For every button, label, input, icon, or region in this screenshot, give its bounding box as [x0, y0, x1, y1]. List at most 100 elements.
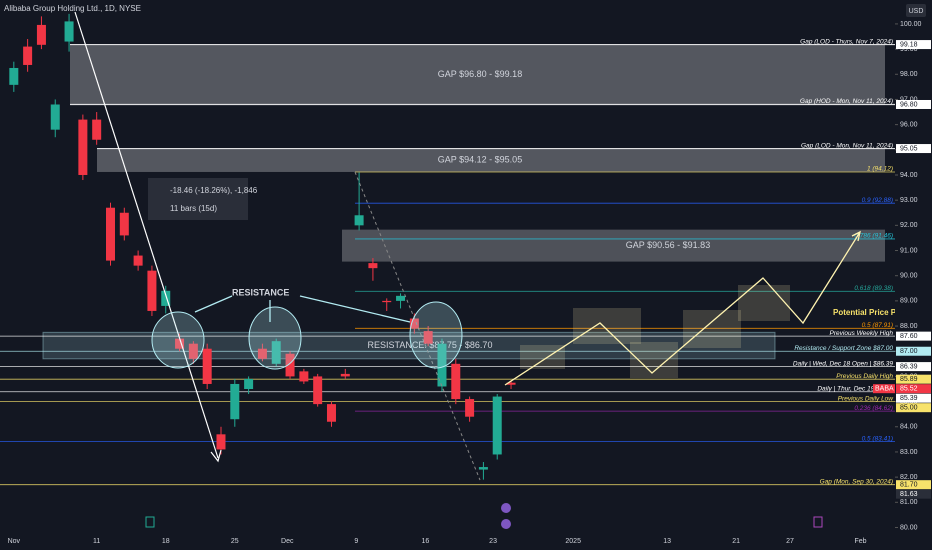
measure-change: -18.46 (-18.26%), -1,846: [170, 186, 258, 195]
x-tick-label: Dec: [281, 538, 294, 545]
candle-body: [105, 207, 115, 261]
candle-body: [161, 290, 171, 306]
measure-bars: 11 bars (15d): [170, 204, 217, 213]
candle-body: [244, 378, 254, 390]
y-tick-label: 93.00: [900, 197, 918, 204]
candle-body: [9, 67, 19, 85]
price-tag-label: 85.52: [900, 386, 918, 393]
candle-body: [230, 383, 240, 420]
level-label: Gap (Mon, Sep 30, 2024): [820, 478, 893, 485]
y-tick-label: 92.00: [900, 222, 918, 229]
currency-box: [906, 4, 926, 17]
candle-body: [147, 270, 157, 311]
candle-body: [202, 348, 212, 384]
candle-body: [92, 119, 102, 140]
zone-label: RESISTANCE: $87.75 - $86.70: [368, 340, 493, 350]
candle-body: [133, 255, 143, 266]
zone-label: GAP $90.56 - $91.83: [626, 240, 710, 250]
x-tick-label: 27: [786, 538, 794, 545]
candle-body: [175, 338, 185, 349]
price-tag: [896, 144, 931, 154]
price-tag: [896, 99, 931, 109]
event-icons: [145, 503, 823, 529]
candle-body: [478, 467, 488, 470]
price-tag: [896, 374, 931, 384]
x-tick-label: 9: [354, 538, 358, 545]
level-label: 0.618 (89.38): [854, 285, 893, 292]
x-tick-label: 2025: [565, 538, 581, 545]
level-label: Gap (HOD - Mon, Nov 11, 2024): [800, 98, 893, 105]
price-tag-label: 99.18: [900, 41, 918, 48]
y-tick-label: 83.00: [900, 449, 918, 456]
y-tick-label: 98.00: [900, 71, 918, 78]
candle-body: [64, 21, 74, 42]
price-axis: [895, 0, 932, 550]
price-tag-label: 87.60: [900, 333, 918, 340]
price-tag: [896, 489, 931, 499]
y-tick-label: 88.00: [900, 323, 918, 330]
y-tick-label: 90.00: [900, 273, 918, 280]
y-tick-label: 82.00: [900, 474, 918, 481]
circle: [248, 306, 302, 370]
arrow-head: [210, 449, 222, 463]
candle-body: [506, 382, 516, 385]
y-tick-label: 99.00: [900, 46, 918, 53]
level-label: Resistance / Support Zone $87.00: [794, 345, 893, 352]
gap-zone: [97, 148, 885, 172]
candle-body: [119, 212, 129, 236]
level-label: Daily | Wed, Dec 18 Open | $86.39: [793, 360, 893, 367]
circle: [151, 311, 205, 369]
candle-body: [368, 263, 378, 269]
y-tick-label: 100.00: [900, 21, 922, 28]
symbol-tag: [873, 384, 895, 394]
candle-body: [216, 434, 226, 450]
candle-body: [382, 300, 392, 303]
candle-body: [465, 399, 475, 417]
candle-body: [492, 396, 502, 455]
price-tag-label: 95.05: [900, 145, 918, 152]
level-label: Daily | Thur, Dec 19 High |: [817, 385, 893, 392]
resistance-label: RESISTANCE: [232, 287, 289, 297]
x-tick-label: Nov: [8, 538, 21, 545]
levels: Gap (LOD - Thurs, Nov 7, 2024) Gap (HOD -…: [0, 38, 895, 485]
price-tag-label: 85.39: [900, 395, 918, 402]
candle-body: [299, 371, 309, 382]
resistance-arrows: [194, 295, 411, 323]
price-path: [504, 231, 861, 386]
x-tick-label: 21: [732, 538, 740, 545]
path-arrow: [851, 230, 861, 242]
price-tag: [896, 346, 931, 356]
candle-body: [313, 376, 323, 405]
y-tick-label: 91.00: [900, 247, 918, 254]
candle-body: [50, 104, 60, 130]
candle-body: [23, 46, 33, 65]
y-tick-label: 84.00: [900, 424, 918, 431]
chart-title: Alibaba Group Holding Ltd., 1D, NYSE: [4, 4, 141, 13]
candle-body: [423, 331, 433, 344]
fib-trend: [354, 171, 481, 481]
y-tick-label: 96.00: [900, 121, 918, 128]
currency: USD: [909, 8, 924, 15]
price-tag-label: 85.89: [900, 376, 918, 383]
candle-body: [271, 341, 281, 364]
price-tag-label: 87.00: [900, 348, 918, 355]
candle-body: [188, 343, 198, 359]
price-tag: [896, 480, 931, 490]
zone-label: GAP $96.80 - $99.18: [438, 69, 522, 79]
x-tick-label: 23: [489, 538, 497, 545]
trend-arrow: [74, 11, 219, 459]
candles: [9, 13, 516, 480]
gap-zone: [70, 44, 885, 105]
candle-body: [451, 363, 461, 400]
level-label: Previous Daily Low: [838, 395, 895, 402]
level-label: 0.236 (84.62): [854, 405, 893, 412]
x-tick-label: 13: [663, 538, 671, 545]
y-tick-label: 81.00: [900, 499, 918, 506]
price-tag: [896, 403, 931, 413]
level-label: 1 (94.12): [867, 166, 893, 173]
x-tick-label: Feb: [854, 538, 866, 545]
x-tick-label: 18: [162, 538, 170, 545]
candle-body: [257, 348, 267, 359]
level-label: Previous Weekly High: [830, 330, 894, 337]
